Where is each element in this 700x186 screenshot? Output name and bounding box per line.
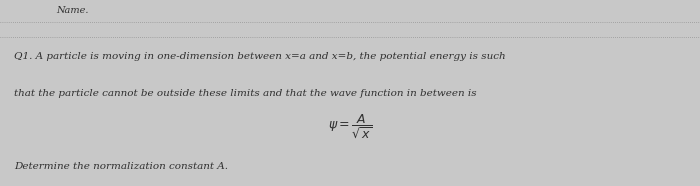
Text: that the particle cannot be outside these limits and that the wave function in b: that the particle cannot be outside thes…: [14, 89, 477, 98]
Text: Determine the normalization constant A.: Determine the normalization constant A.: [14, 162, 228, 171]
Text: Name.: Name.: [56, 6, 88, 15]
Text: Q1. A particle is moving in one-dimension between x=a and x=b, the potential ene: Q1. A particle is moving in one-dimensio…: [14, 52, 505, 61]
Text: $\psi = \dfrac{A}{\sqrt{x}}$: $\psi = \dfrac{A}{\sqrt{x}}$: [328, 113, 372, 140]
